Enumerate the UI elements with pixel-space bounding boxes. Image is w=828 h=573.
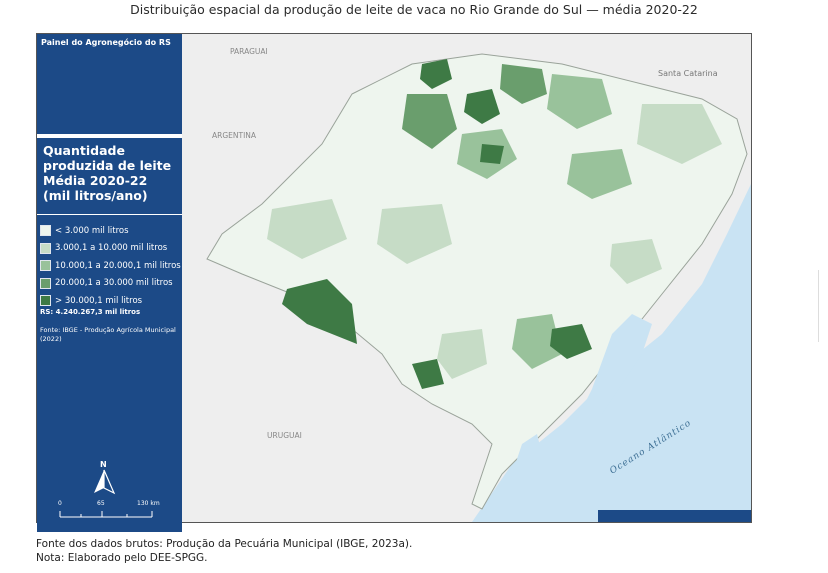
lagoa-mirim (507, 434, 542, 504)
region-north-mid (500, 64, 547, 104)
region-east-mid (567, 149, 632, 199)
legend-swatch (40, 242, 51, 254)
legend-label: 20.000,1 a 30.000 mil litros (55, 278, 173, 289)
scale-label-0: 0 (58, 500, 62, 507)
region-northwest (402, 94, 457, 149)
region-coastal-light (610, 239, 662, 284)
north-arrow-icon: N (94, 460, 116, 495)
label-argentina: ARGENTINA (212, 131, 257, 140)
ocean-area (472, 184, 751, 522)
legend-swatch (40, 295, 51, 307)
total-production: RS: 4.240.267,3 mil litros (40, 308, 141, 316)
region-center-light (377, 204, 452, 264)
legend-item: 3.000,1 a 10.000 mil litros (40, 240, 181, 258)
scale-label-130: 130 km (137, 500, 160, 507)
legend-item: 20.000,1 a 30.000 mil litros (40, 275, 181, 293)
legend-label: 10.000,1 a 20.000,1 mil litros (55, 260, 181, 271)
municipality-regions (267, 59, 722, 389)
map-title: Distribuição espacial da produção de lei… (130, 2, 698, 17)
region-north-high (420, 59, 452, 89)
right-edge-tab (818, 270, 825, 342)
legend-label: < 3.000 mil litros (55, 225, 129, 236)
footer-note: Nota: Elaborado pelo DEE-SPGG. (36, 552, 208, 564)
region-west-light (267, 199, 347, 259)
region-north-mid-2 (547, 74, 612, 129)
legend-title: Quantidade produzida de leite Média 2020… (43, 143, 172, 203)
legend-label: 3.000,1 a 10.000 mil litros (55, 243, 168, 254)
legend-source: Fonte: IBGE - Produção Agrícola Municipa… (40, 326, 176, 343)
legend-panel: Painel do Agronegócio do RS Quantidade p… (37, 34, 182, 532)
legend-swatch (40, 260, 51, 272)
legend-item: < 3.000 mil litros (40, 222, 181, 240)
label-uruguai: URUGUAI (267, 431, 302, 440)
label-santa-catarina: Santa Catarina (658, 69, 718, 78)
region-south-mid (512, 314, 562, 369)
region-north-high-2 (464, 89, 500, 124)
legend-label: > 30.000,1 mil litros (55, 295, 143, 306)
panel-divider (37, 134, 182, 138)
north-label: N (100, 460, 107, 469)
map-canvas: PARAGUAI ARGENTINA Santa Catarina URUGUA… (206, 47, 751, 522)
region-southwest-low (412, 359, 444, 389)
scale-label-65: 65 (97, 500, 105, 507)
footer-source: Fonte dos dados brutos: Produção da Pecu… (36, 538, 413, 550)
lagoa-dos-patos (577, 314, 652, 434)
region-southwest-high (282, 279, 357, 344)
legend-item: 10.000,1 a 20.000,1 mil litros (40, 257, 181, 275)
scale-bar: 0 65 130 km (58, 500, 160, 518)
legend-list: < 3.000 mil litros 3.000,1 a 10.000 mil … (40, 222, 181, 310)
legend-swatch (40, 277, 51, 289)
region-central-high (480, 144, 504, 164)
label-paraguai: PARAGUAI (230, 47, 268, 56)
legend-swatch (40, 225, 51, 237)
legend-divider (37, 214, 182, 215)
region-south-light (437, 329, 487, 379)
region-south-high (550, 324, 592, 359)
panel-header: Painel do Agronegócio do RS (41, 38, 171, 47)
legend-item: > 30.000,1 mil litros (40, 292, 181, 310)
region-east-light (637, 104, 722, 164)
map-bottom-bar (598, 510, 751, 522)
